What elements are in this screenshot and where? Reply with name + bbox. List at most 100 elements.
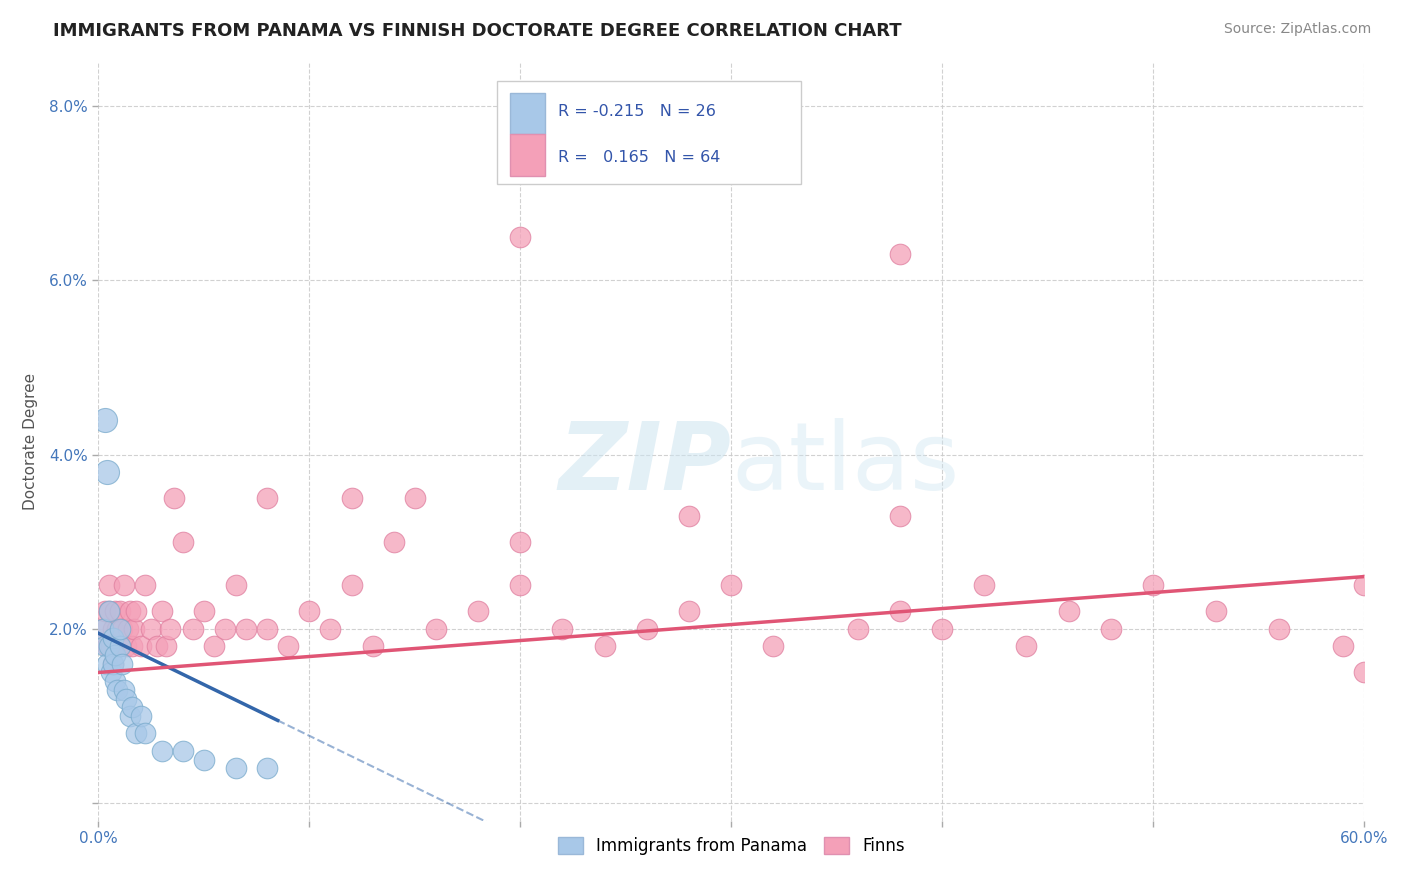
- Point: [108, 622, 131, 636]
- Point: [108, 640, 131, 654]
- Point: [111, 657, 132, 671]
- Point: [678, 508, 700, 523]
- Point: [340, 491, 363, 506]
- Point: [107, 682, 129, 697]
- Text: atlas: atlas: [731, 418, 959, 510]
- Point: [163, 491, 186, 506]
- Point: [112, 682, 135, 697]
- Point: [120, 709, 141, 723]
- Point: [134, 726, 156, 740]
- Point: [319, 622, 342, 636]
- Point: [256, 761, 278, 775]
- Point: [172, 744, 194, 758]
- Point: [204, 640, 226, 654]
- Point: [125, 605, 148, 619]
- Point: [115, 640, 138, 654]
- Point: [150, 605, 173, 619]
- Point: [103, 631, 125, 645]
- Point: [1057, 605, 1080, 619]
- Point: [1353, 665, 1375, 680]
- Point: [155, 640, 177, 654]
- Point: [100, 665, 122, 680]
- Point: [159, 622, 181, 636]
- Point: [103, 657, 125, 671]
- Point: [225, 761, 247, 775]
- Point: [96, 640, 118, 654]
- Point: [121, 700, 143, 714]
- Point: [98, 640, 121, 654]
- Point: [129, 709, 152, 723]
- Text: ZIP: ZIP: [558, 418, 731, 510]
- Y-axis label: Doctorate Degree: Doctorate Degree: [22, 373, 38, 510]
- Point: [108, 605, 131, 619]
- Point: [193, 605, 215, 619]
- Point: [678, 605, 700, 619]
- Point: [93, 640, 117, 654]
- Point: [112, 578, 135, 592]
- FancyBboxPatch shape: [510, 93, 546, 135]
- Point: [104, 674, 127, 689]
- Point: [425, 622, 447, 636]
- Point: [121, 640, 143, 654]
- Point: [636, 622, 658, 636]
- Point: [277, 640, 299, 654]
- Point: [103, 657, 125, 671]
- Point: [846, 622, 869, 636]
- Point: [111, 622, 132, 636]
- Point: [108, 640, 131, 654]
- Point: [1015, 640, 1038, 654]
- Point: [93, 413, 117, 427]
- Point: [1205, 605, 1227, 619]
- Point: [889, 605, 911, 619]
- Point: [509, 229, 531, 244]
- Point: [225, 578, 247, 592]
- Point: [124, 622, 146, 636]
- Point: [214, 622, 236, 636]
- Point: [91, 622, 114, 636]
- Point: [150, 744, 173, 758]
- Point: [361, 640, 384, 654]
- Point: [98, 605, 121, 619]
- Point: [104, 605, 127, 619]
- Point: [115, 691, 138, 706]
- Point: [172, 534, 194, 549]
- Point: [340, 578, 363, 592]
- Point: [146, 640, 169, 654]
- Point: [382, 534, 405, 549]
- Point: [1331, 640, 1354, 654]
- Point: [762, 640, 785, 654]
- Point: [235, 622, 257, 636]
- Point: [104, 648, 127, 662]
- Point: [551, 622, 574, 636]
- Text: R =   0.165   N = 64: R = 0.165 N = 64: [558, 150, 720, 165]
- FancyBboxPatch shape: [498, 81, 800, 184]
- Point: [117, 622, 139, 636]
- Point: [98, 605, 121, 619]
- Point: [467, 605, 489, 619]
- Point: [404, 491, 426, 506]
- Point: [931, 622, 953, 636]
- Legend: Immigrants from Panama, Finns: Immigrants from Panama, Finns: [551, 830, 911, 862]
- Point: [129, 640, 152, 654]
- Point: [720, 578, 742, 592]
- Point: [1099, 622, 1122, 636]
- Point: [96, 465, 118, 479]
- Point: [193, 753, 215, 767]
- Point: [1142, 578, 1164, 592]
- Point: [1353, 578, 1375, 592]
- Point: [973, 578, 995, 592]
- Point: [141, 622, 163, 636]
- Point: [103, 622, 125, 636]
- Point: [96, 657, 118, 671]
- Point: [256, 622, 278, 636]
- Point: [298, 605, 321, 619]
- Point: [509, 578, 531, 592]
- Point: [509, 534, 531, 549]
- Text: Source: ZipAtlas.com: Source: ZipAtlas.com: [1223, 22, 1371, 37]
- Point: [93, 605, 117, 619]
- Point: [91, 622, 114, 636]
- Point: [256, 491, 278, 506]
- Point: [1268, 622, 1291, 636]
- Point: [125, 726, 148, 740]
- Point: [107, 622, 129, 636]
